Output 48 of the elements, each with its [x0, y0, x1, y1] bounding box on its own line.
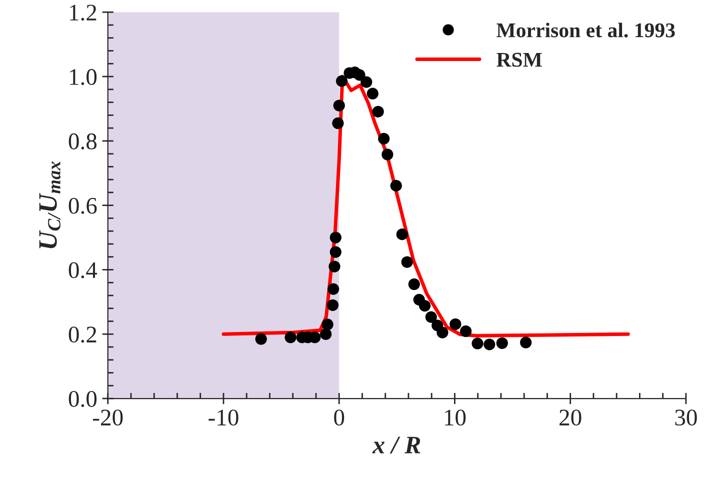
point [255, 333, 267, 345]
point [425, 311, 437, 323]
point [354, 69, 366, 81]
point [390, 180, 402, 192]
point [322, 318, 334, 330]
x-tick-label: -20 [93, 410, 123, 426]
point [460, 325, 472, 338]
point [378, 132, 390, 144]
point [382, 148, 394, 160]
y-tick-label: 0.6 [68, 198, 97, 214]
point [330, 232, 342, 244]
point [336, 75, 348, 87]
point [320, 328, 332, 340]
point [484, 338, 496, 350]
point [520, 336, 532, 348]
point [396, 228, 408, 240]
x-tick-label: -10 [208, 410, 238, 426]
point [436, 326, 448, 338]
legend-label: RSM [496, 52, 542, 67]
point [408, 278, 420, 290]
point [328, 260, 340, 272]
y-tick-label: 0.2 [68, 326, 96, 343]
x-tick-label: 10 [444, 410, 466, 426]
point [472, 338, 484, 350]
point [332, 117, 344, 130]
point [284, 332, 296, 344]
point [450, 318, 462, 330]
point [333, 100, 345, 112]
point [328, 283, 340, 295]
point [326, 299, 339, 311]
y-tick-label: 1.0 [70, 69, 97, 86]
y-tick-label: 0.4 [68, 262, 98, 278]
legend-label: Morrison et al. 1993 [496, 22, 675, 38]
point [372, 106, 384, 118]
y-tick-label: 1.2 [70, 4, 96, 21]
point [418, 300, 431, 312]
y-axis-title: U$_{C/}$U$_{max}$ [39, 161, 60, 248]
point [330, 246, 342, 258]
point [366, 88, 378, 100]
point [401, 256, 413, 268]
x-axis-title: x / R [372, 436, 420, 454]
x-tick-label: 20 [560, 410, 582, 426]
y-tick-label: 0.0 [68, 391, 97, 408]
y-tick-label: 0.8 [68, 133, 97, 150]
point [496, 337, 508, 349]
point [360, 76, 372, 88]
x-tick-label: 30 [675, 410, 697, 426]
x-tick-label: 0 [334, 410, 344, 426]
